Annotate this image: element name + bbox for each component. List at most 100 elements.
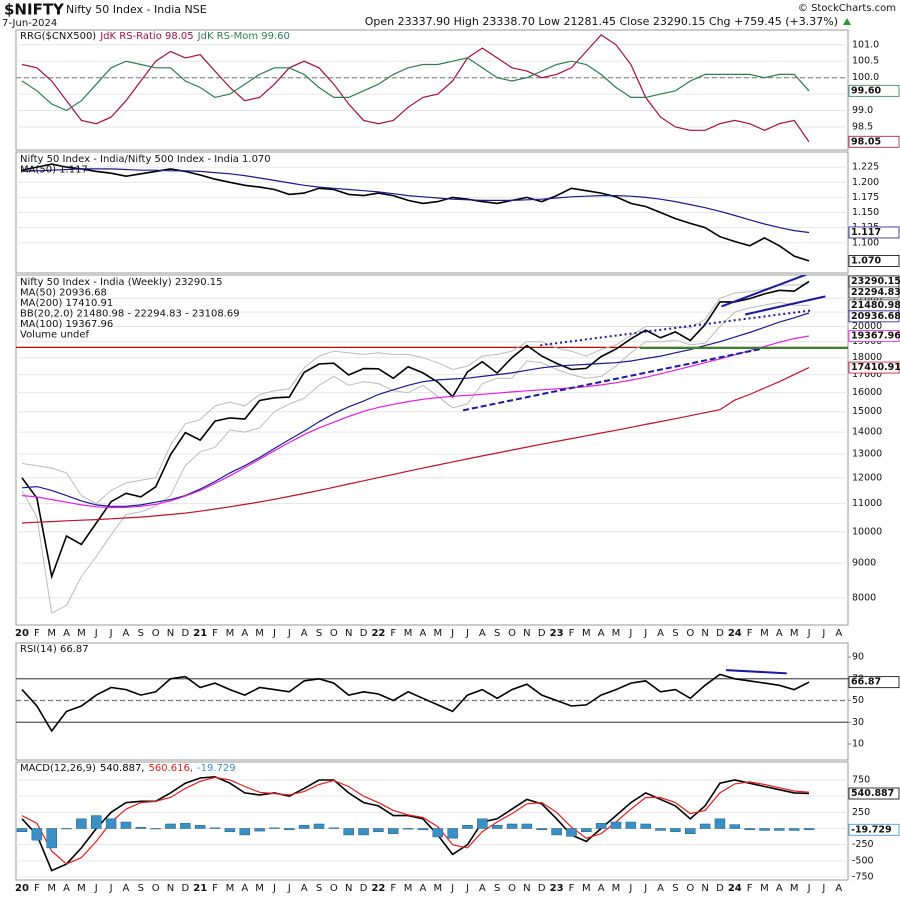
bollinger-band [21,301,810,614]
x-tick-label: 24 [728,883,742,894]
histogram-bar [31,828,43,841]
y-tick-label: 10 [852,739,864,750]
y-tick-label: 14000 [852,427,882,438]
x-tick-label: J [94,883,98,894]
y-tick-label: -250 [852,839,874,850]
histogram-bar [462,825,473,829]
histogram-bar [774,828,785,831]
x-tick-label: J [450,628,454,639]
histogram-bar [284,828,295,831]
plot-area [16,669,848,733]
instrument-name: Nifty 50 Index - India NSE [66,3,207,16]
x-tick-label: 20 [15,883,29,894]
x-tick-label: A [657,628,664,639]
x-tick-label: A [420,628,427,639]
histogram-bar [46,828,57,849]
x-tick-label: A [63,883,70,894]
x-tick-label: J [821,628,825,639]
y-tick-label: 1.200 [852,177,879,188]
x-tick-label: 21 [193,628,207,639]
histogram-bar [744,828,755,831]
y-tick-label: 250 [852,807,870,818]
x-tick-label: A [598,628,605,639]
x-tick-label: N [167,628,174,639]
symbol: $NIFTY [4,1,65,19]
plot-area [16,775,848,878]
y-tick-label: -500 [852,855,874,866]
y-tick-label: 9000 [852,557,876,568]
histogram-bar [254,828,265,832]
x-tick-label: J [807,628,811,639]
value-tag: 23290.15 [851,276,900,287]
histogram-bar [803,828,815,831]
histogram-bar [625,821,637,829]
value-tag: 540.887 [851,788,894,799]
x-tick-label: 22 [371,628,385,639]
histogram-bar [209,827,221,829]
x-tick-label: F [747,883,753,894]
x-tick-label: M [760,628,769,639]
y-tick-label: 18000 [852,352,882,363]
trendline [462,348,761,412]
legend-entry: MA(50) 1.117 [20,165,88,176]
x-tick-label: 24 [728,628,742,639]
y-tick-label: 20000 [852,321,882,332]
x-tick-label: A [301,883,308,894]
histogram-bar [298,825,310,829]
x-tick-label: F [212,883,218,894]
x-tick-label: D [181,883,189,894]
panel-frame [15,29,849,151]
x-tick-label: N [701,883,708,894]
y-tick-label: 8000 [852,592,876,603]
x-tick-label: J [643,628,647,639]
histogram-bar [313,823,325,829]
y-tick-label: 1.100 [852,237,879,248]
y-tick-label: 50 [852,695,864,706]
histogram-bar [788,828,800,831]
histogram-bar [165,823,176,829]
x-tick-label: J [287,628,291,639]
x-tick-label: M [790,628,799,639]
histogram-bar [388,828,399,834]
histogram-bar [239,828,250,836]
histogram-bar [105,818,117,829]
legend: RSI(14) 66.87 [20,644,89,655]
x-tick-label: F [34,883,40,894]
y-tick-label: 98.5 [852,121,873,132]
value-tag-box [848,254,900,267]
x-tick-label: O [330,628,338,639]
histogram-bar [224,828,236,832]
plot-area [16,275,848,614]
x-tick-label: S [316,883,322,894]
histogram-bar [135,826,147,829]
value-tag: 66.87 [851,677,881,688]
x-tick-label: A [479,883,486,894]
x-tick-label: J [109,628,113,639]
histogram-bar [670,828,681,832]
x-tick-label: A [598,883,605,894]
legend-entry: 560.616, [148,763,193,774]
series-line [21,776,810,865]
x-tick-label: A [241,883,248,894]
value-tag-box [848,787,900,800]
x-tick-label: A [835,883,842,894]
trendline [540,309,811,347]
x-tick-label: S [672,883,678,894]
bollinger-band [21,283,810,505]
histogram-bar [595,823,607,829]
x-tick-label: J [450,883,454,894]
x-tick-label: A [420,883,427,894]
x-tick-label: M [77,628,86,639]
x-tick-label: 23 [550,883,564,894]
x-tick-label: A [776,883,783,894]
histogram-bar [610,821,622,829]
x-tick-label: O [508,883,516,894]
series-line [21,673,810,733]
histogram-bar [16,828,28,832]
trendline [721,275,808,308]
x-tick-label: 21 [193,883,207,894]
histogram-bar [373,828,384,832]
value-tag: -19.729 [851,824,892,835]
x-tick-label: N [523,883,530,894]
series-line [21,57,810,112]
